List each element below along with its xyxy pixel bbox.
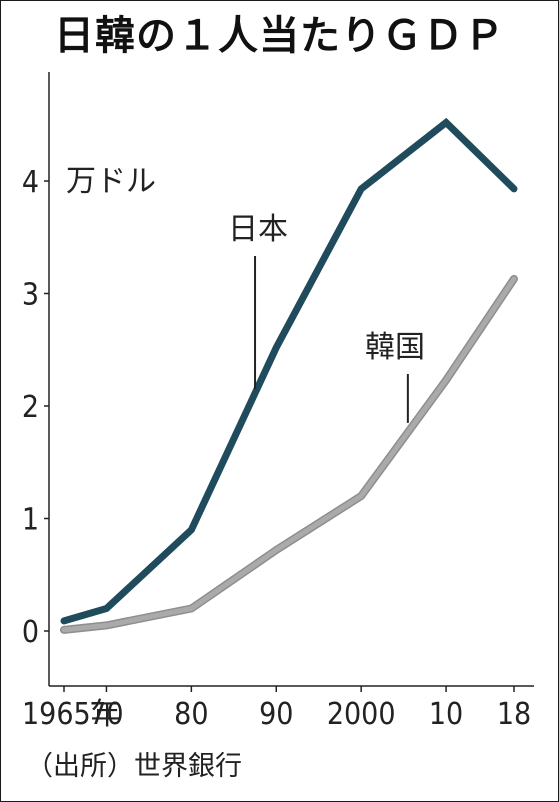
y-tick-label: 0 xyxy=(22,615,39,650)
y-tick-label: 4 xyxy=(22,165,39,200)
x-tick-label: 70 xyxy=(89,697,123,732)
series-line-outline xyxy=(60,274,518,634)
series-layer xyxy=(60,117,518,634)
x-tick-label: 10 xyxy=(429,697,463,732)
chart-title: 日韓の１人当たりＧＤＰ xyxy=(54,13,505,59)
x-tick-label: 18 xyxy=(497,697,531,732)
y-tick-label: 2 xyxy=(22,390,39,425)
y-axis-unit-label: 万ドル xyxy=(66,164,156,199)
x-tick-label: 1965年 xyxy=(22,697,121,732)
x-tick-label: 80 xyxy=(174,697,208,732)
y-tick-label: 1 xyxy=(22,503,39,538)
series-label-korea: 韓国 xyxy=(365,330,425,365)
source-note: （出所）世界銀行 xyxy=(26,751,242,782)
x-tick-label: 90 xyxy=(259,697,293,732)
y-tick-label: 3 xyxy=(22,278,39,313)
series-label-japan: 日本 xyxy=(228,212,288,247)
series-line-korea xyxy=(61,276,517,633)
x-tick-label: 2000 xyxy=(327,697,396,732)
